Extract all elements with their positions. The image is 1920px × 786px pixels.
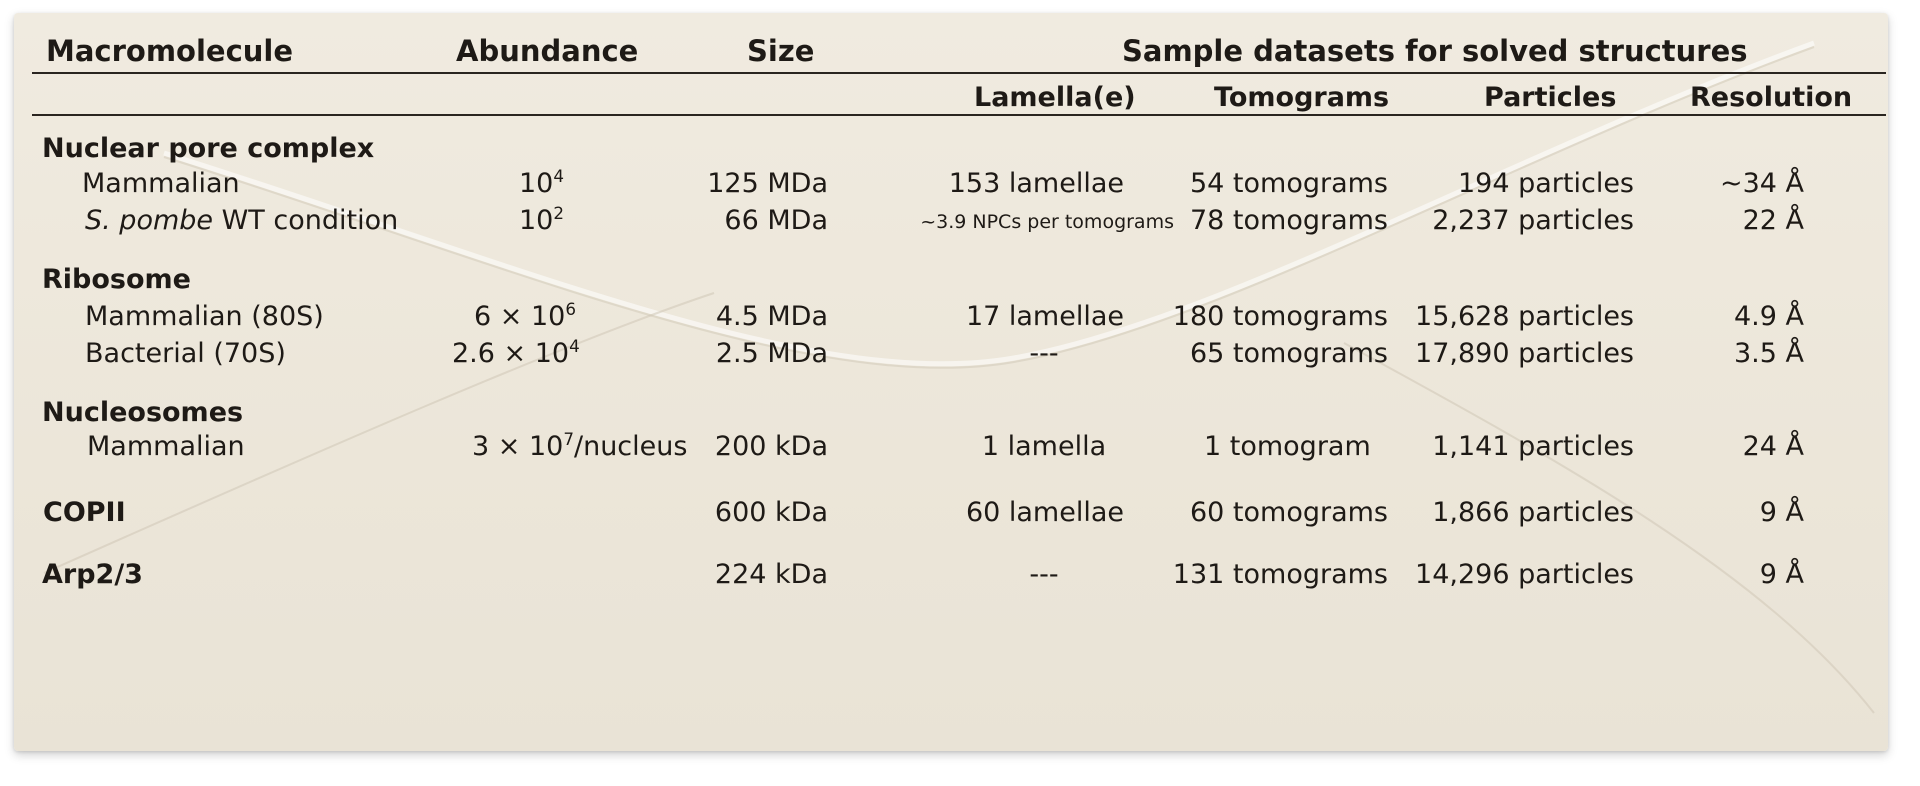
row-particles: 1,866 particles — [1432, 497, 1634, 528]
group-nuclear-pore-complex: Nuclear pore complex — [42, 133, 375, 164]
row-lamellae: ~3.9 NPCs per tomograms — [920, 211, 1174, 233]
row-lamellae: 153 lamellae — [948, 168, 1124, 199]
header-macromolecule: Macromolecule — [46, 34, 294, 68]
row-name: Mammalian — [82, 168, 240, 199]
row-name: Mammalian (80S) — [85, 301, 324, 332]
row-lamellae: --- — [1029, 559, 1059, 590]
header-abundance: Abundance — [456, 34, 639, 68]
row-name: S. pombe WT condition — [85, 205, 399, 236]
row-resolution: 9 Å — [1759, 497, 1804, 528]
row-tomograms: 180 tomograms — [1172, 301, 1388, 332]
row-size: 125 MDa — [707, 168, 828, 199]
row-lamellae: 17 lamellae — [965, 301, 1124, 332]
row-abundance: 102 — [519, 202, 565, 236]
header-resolution: Resolution — [1690, 82, 1853, 113]
header-lamellae: Lamella(e) — [974, 82, 1136, 113]
row-tomograms: 131 tomograms — [1172, 559, 1388, 590]
row-size: 66 MDa — [724, 205, 828, 236]
row-particles: 17,890 particles — [1415, 338, 1634, 369]
header-rule-top — [32, 72, 1886, 74]
row-particles: 1,141 particles — [1432, 431, 1634, 462]
row-abundance: 104 — [519, 165, 565, 199]
group-arp2-3: Arp2/3 — [42, 559, 143, 590]
header-particles: Particles — [1484, 82, 1617, 113]
row-lamellae: 1 lamella — [981, 431, 1107, 462]
row-tomograms: 60 tomograms — [1189, 497, 1388, 528]
row-particles: 14,296 particles — [1415, 559, 1634, 590]
row-particles: 194 particles — [1457, 168, 1634, 199]
row-resolution: 4.9 Å — [1734, 301, 1804, 332]
header-size: Size — [747, 34, 815, 68]
row-resolution: 22 Å — [1742, 205, 1804, 236]
header-sample-datasets: Sample datasets for solved structures — [1122, 34, 1748, 68]
row-abundance: 6 × 106 — [474, 298, 576, 332]
row-size: 600 kDa — [714, 497, 828, 528]
row-resolution: ~34 Å — [1719, 168, 1804, 199]
row-tomograms: 78 tomograms — [1189, 205, 1388, 236]
row-name: Mammalian — [87, 431, 245, 462]
row-lamellae: --- — [1029, 338, 1059, 369]
row-size: 224 kDa — [714, 559, 828, 590]
group-ribosome: Ribosome — [42, 264, 191, 295]
header-tomograms: Tomograms — [1214, 82, 1390, 113]
row-particles: 2,237 particles — [1432, 205, 1634, 236]
row-abundance: 2.6 × 104 — [452, 335, 580, 369]
table-card: Macromolecule Abundance Size Sample data… — [14, 13, 1888, 751]
row-resolution: 9 Å — [1759, 559, 1804, 590]
group-copii: COPII — [43, 497, 126, 528]
row-resolution: 24 Å — [1742, 431, 1804, 462]
row-abundance: 3 × 107/nucleus — [472, 428, 688, 462]
row-size: 2.5 MDa — [715, 338, 828, 369]
row-name: Bacterial (70S) — [85, 338, 286, 369]
row-tomograms: 54 tomograms — [1189, 168, 1388, 199]
row-size: 4.5 MDa — [715, 301, 828, 332]
row-particles: 15,628 particles — [1415, 301, 1634, 332]
header-rule-bottom — [32, 114, 1886, 116]
row-tomograms: 65 tomograms — [1189, 338, 1388, 369]
row-lamellae: 60 lamellae — [965, 497, 1124, 528]
group-nucleosomes: Nucleosomes — [42, 397, 244, 428]
row-tomograms: 1 tomogram — [1204, 431, 1371, 462]
paper-crease-texture — [43, 40, 1875, 714]
row-size: 200 kDa — [714, 431, 828, 462]
row-resolution: 3.5 Å — [1734, 338, 1804, 369]
